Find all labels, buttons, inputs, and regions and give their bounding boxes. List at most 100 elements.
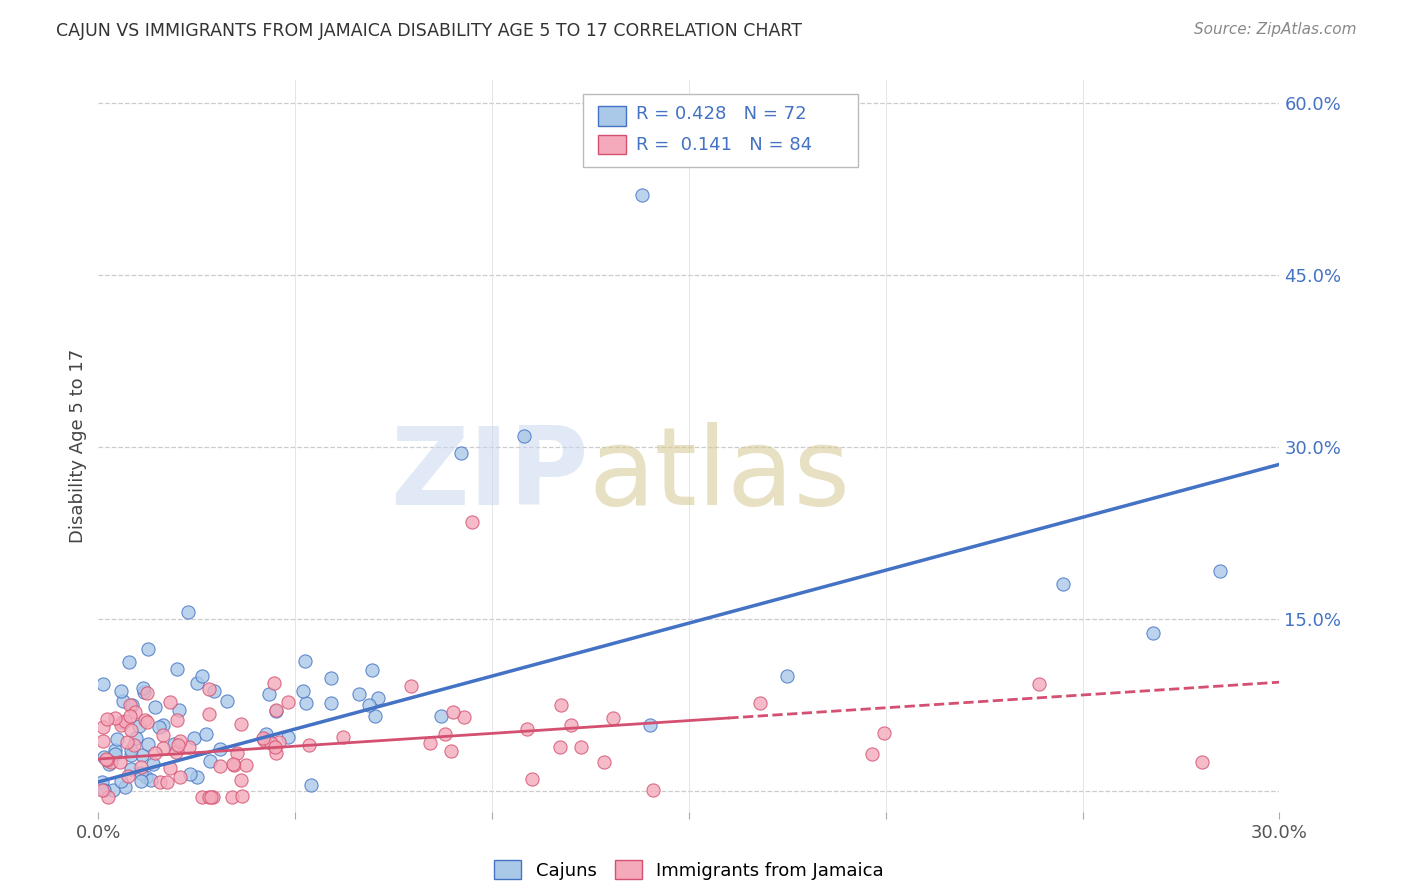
Point (136, 641, 159, 656)
Point (110, 684, 132, 698)
Point (94, 752, 117, 766)
Point (217, 694, 239, 708)
Point (129, 765, 152, 780)
Point (200, 789, 222, 804)
Point (97, 789, 120, 804)
Point (156, 775, 179, 789)
Point (136, 737, 159, 751)
Point (209, 742, 232, 756)
Point (131, 747, 153, 762)
Point (222, 757, 245, 772)
Point (419, 736, 441, 750)
Point (254, 727, 277, 741)
Point (263, 676, 285, 690)
Point (111, 715, 134, 730)
Text: Source: ZipAtlas.com: Source: ZipAtlas.com (1194, 22, 1357, 37)
Text: ZIP: ZIP (389, 422, 589, 528)
Point (91, 677, 114, 691)
Point (143, 700, 166, 714)
Point (364, 708, 387, 723)
Point (93, 750, 115, 764)
Point (229, 773, 252, 788)
Point (641, 783, 664, 797)
Point (264, 704, 287, 718)
Point (183, 731, 205, 746)
Point (297, 738, 319, 752)
Point (118, 698, 141, 712)
Point (91, 733, 114, 747)
Point (776, 669, 799, 683)
Point (104, 747, 127, 762)
Point (592, 756, 614, 770)
Point (128, 719, 150, 733)
Point (202, 789, 225, 804)
Point (110, 755, 132, 769)
Point (96, 712, 118, 726)
Point (550, 698, 572, 713)
Point (132, 681, 155, 695)
Point (1028, 677, 1050, 691)
Point (602, 711, 624, 725)
Point (97, 756, 120, 771)
Y-axis label: Disability Age 5 to 17: Disability Age 5 to 17 (69, 349, 87, 543)
Point (91, 782, 114, 797)
Point (159, 761, 181, 775)
Point (197, 706, 219, 721)
Point (512, 428, 534, 442)
Point (257, 732, 280, 747)
Point (142, 756, 165, 771)
Point (194, 727, 217, 741)
Point (135, 686, 157, 700)
Point (440, 744, 463, 758)
Point (197, 682, 219, 697)
Point (111, 694, 134, 708)
Point (122, 738, 145, 752)
Point (104, 711, 127, 725)
Point (221, 789, 243, 804)
Point (367, 691, 389, 706)
Point (1142, 625, 1164, 640)
Point (560, 718, 582, 732)
Point (231, 789, 253, 804)
Point (260, 736, 283, 750)
Point (139, 772, 162, 787)
Point (873, 726, 896, 740)
Point (299, 778, 322, 792)
Point (191, 669, 214, 683)
Point (166, 713, 188, 727)
Point (222, 757, 245, 772)
Point (120, 747, 142, 762)
Point (152, 740, 174, 755)
Point (860, 747, 883, 761)
Point (294, 654, 316, 668)
Point (235, 758, 257, 772)
Point (148, 720, 170, 734)
Point (121, 698, 143, 713)
Point (110, 773, 132, 788)
Point (200, 755, 222, 769)
Point (134, 685, 156, 699)
Point (120, 742, 142, 756)
Point (266, 746, 288, 760)
Point (167, 738, 190, 752)
Point (167, 702, 190, 716)
Point (252, 731, 274, 745)
Point (295, 696, 318, 710)
Point (93, 783, 115, 797)
Point (179, 739, 201, 754)
Point (114, 714, 136, 728)
Point (441, 705, 464, 719)
Point (430, 708, 453, 723)
Point (225, 746, 247, 760)
Point (292, 684, 315, 698)
Point (166, 745, 188, 759)
Point (1209, 564, 1232, 578)
Point (169, 770, 191, 784)
Point (191, 789, 214, 804)
Point (399, 679, 422, 693)
Point (114, 780, 136, 794)
Text: CAJUN VS IMMIGRANTS FROM JAMAICA DISABILITY AGE 5 TO 17 CORRELATION CHART: CAJUN VS IMMIGRANTS FROM JAMAICA DISABIL… (56, 22, 803, 40)
Point (149, 775, 172, 789)
Point (229, 717, 252, 731)
Point (105, 731, 128, 746)
